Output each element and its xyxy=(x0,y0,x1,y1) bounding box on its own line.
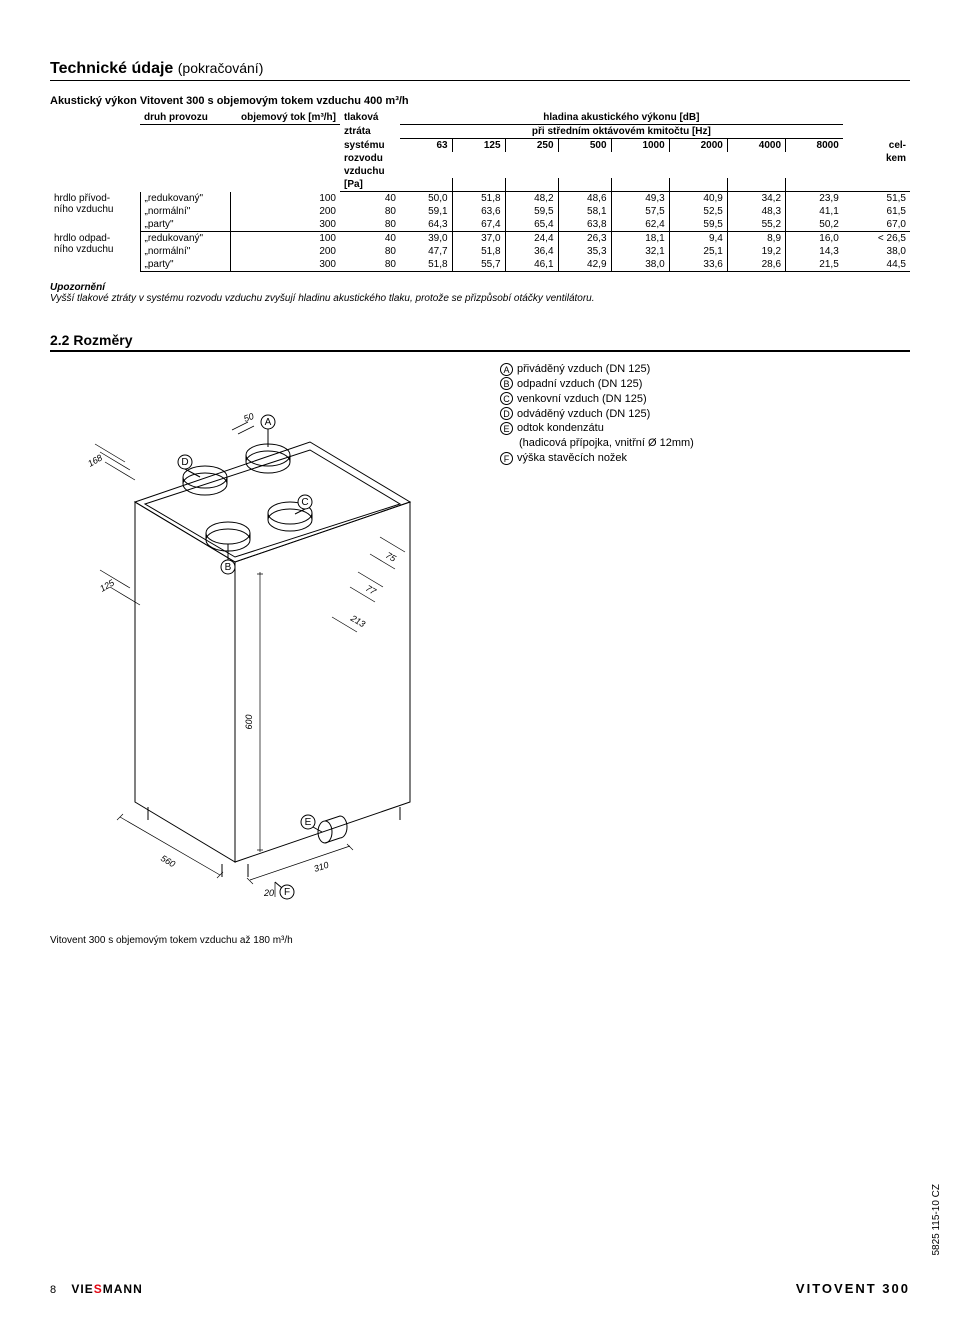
th-loss2: ztráta xyxy=(340,125,400,139)
svg-text:A: A xyxy=(265,417,272,428)
th-f4: 1000 xyxy=(611,139,669,153)
title-rule xyxy=(50,80,910,81)
svg-text:213: 213 xyxy=(348,613,367,630)
table-row: „normální"2008059,163,659,558,157,552,54… xyxy=(50,205,910,218)
th-f3: 500 xyxy=(558,139,611,153)
svg-text:310: 310 xyxy=(313,860,330,874)
th-flow: objemový tok [m³/h] xyxy=(230,111,340,125)
title-main: Technické údaje xyxy=(50,60,173,77)
title-sub: (pokračování) xyxy=(178,60,264,76)
legend: Apřiváděný vzduch (DN 125) Bodpadní vzdu… xyxy=(500,362,694,946)
th-level: hladina akustického výkonu [dB] xyxy=(400,111,843,125)
th-f0: 63 xyxy=(400,139,452,153)
svg-text:F: F xyxy=(284,887,290,898)
legend-letter: B xyxy=(500,377,513,390)
drawing-caption: Vitovent 300 s objemovým tokem vzduchu a… xyxy=(50,935,480,946)
svg-text:50: 50 xyxy=(242,411,255,424)
table-row: hrdlo přívod-ního vzduchu„redukovaný"100… xyxy=(50,192,910,206)
th-f2: 250 xyxy=(505,139,558,153)
svg-text:560: 560 xyxy=(159,853,177,869)
svg-text:B: B xyxy=(225,562,232,573)
side-code: 5825 115-10 CZ xyxy=(931,1184,942,1256)
legend-f: výška stavěcích nožek xyxy=(517,452,627,464)
note-block: Upozornění Vyšší tlakové ztráty v systém… xyxy=(50,282,910,304)
legend-e2: (hadicová přípojka, vnitřní Ø 12mm) xyxy=(519,437,694,449)
note-head: Upozornění xyxy=(50,282,910,293)
th-mode: druh provozu xyxy=(140,111,230,125)
th-tot1: cel- xyxy=(843,139,910,153)
acoustic-table: druh provozu objemový tok [m³/h] tlaková… xyxy=(50,111,910,272)
th-loss5: vzduchu xyxy=(340,165,400,178)
table-title: Akustický výkon Vitovent 300 s objemovým… xyxy=(50,95,910,107)
legend-a: přiváděný vzduch (DN 125) xyxy=(517,363,650,375)
th-f7: 8000 xyxy=(786,139,843,153)
svg-text:125: 125 xyxy=(98,577,117,594)
legend-letter: C xyxy=(500,392,513,405)
legend-e: odtok kondenzátu xyxy=(517,422,604,434)
section-rule xyxy=(50,350,910,352)
section-heading: 2.2 Rozměry xyxy=(50,332,910,348)
svg-text:C: C xyxy=(301,497,308,508)
th-f5: 2000 xyxy=(669,139,727,153)
legend-b: odpadní vzduch (DN 125) xyxy=(517,378,642,390)
note-text: Vyšší tlakové ztráty v systému rozvodu v… xyxy=(50,293,595,304)
dimension-drawing: A B C D E F 168 125 50 75 77 213 xyxy=(50,362,480,946)
footer: 8 VIESMANN VITOVENT 300 xyxy=(50,1281,910,1296)
svg-text:20: 20 xyxy=(263,888,274,898)
th-loss3: systému xyxy=(340,139,400,153)
brand: VIESMANN xyxy=(71,1282,142,1296)
legend-letter: A xyxy=(500,363,513,376)
th-freq: při středním oktávovém kmitočtu [Hz] xyxy=(400,125,843,139)
legend-d: odváděný vzduch (DN 125) xyxy=(517,408,650,420)
legend-letter: F xyxy=(500,452,513,465)
svg-text:D: D xyxy=(181,457,188,468)
svg-text:77: 77 xyxy=(364,583,379,597)
th-loss1: tlaková xyxy=(340,111,400,125)
svg-text:E: E xyxy=(305,817,312,828)
th-loss6: [Pa] xyxy=(340,178,400,192)
svg-text:75: 75 xyxy=(384,550,399,564)
th-loss4: rozvodu xyxy=(340,152,400,165)
page-title: Technické údaje (pokračování) xyxy=(50,60,910,78)
legend-c: venkovní vzduch (DN 125) xyxy=(517,393,647,405)
table-row: hrdlo odpad-ního vzduchu„redukovaný"1004… xyxy=(50,232,910,246)
th-tot2: kem xyxy=(843,152,910,165)
legend-letter: D xyxy=(500,407,513,420)
table-row: „normální"2008047,751,836,435,332,125,11… xyxy=(50,245,910,258)
svg-text:600: 600 xyxy=(244,714,254,729)
th-f1: 125 xyxy=(452,139,505,153)
th-f6: 4000 xyxy=(727,139,785,153)
svg-text:168: 168 xyxy=(86,453,104,469)
legend-letter: E xyxy=(500,422,513,435)
product-name: VITOVENT 300 xyxy=(796,1281,910,1296)
page-number: 8 xyxy=(50,1284,56,1296)
table-row: „party"3008051,855,746,142,938,033,628,6… xyxy=(50,258,910,272)
table-row: „party"3008064,367,465,463,862,459,555,2… xyxy=(50,218,910,232)
